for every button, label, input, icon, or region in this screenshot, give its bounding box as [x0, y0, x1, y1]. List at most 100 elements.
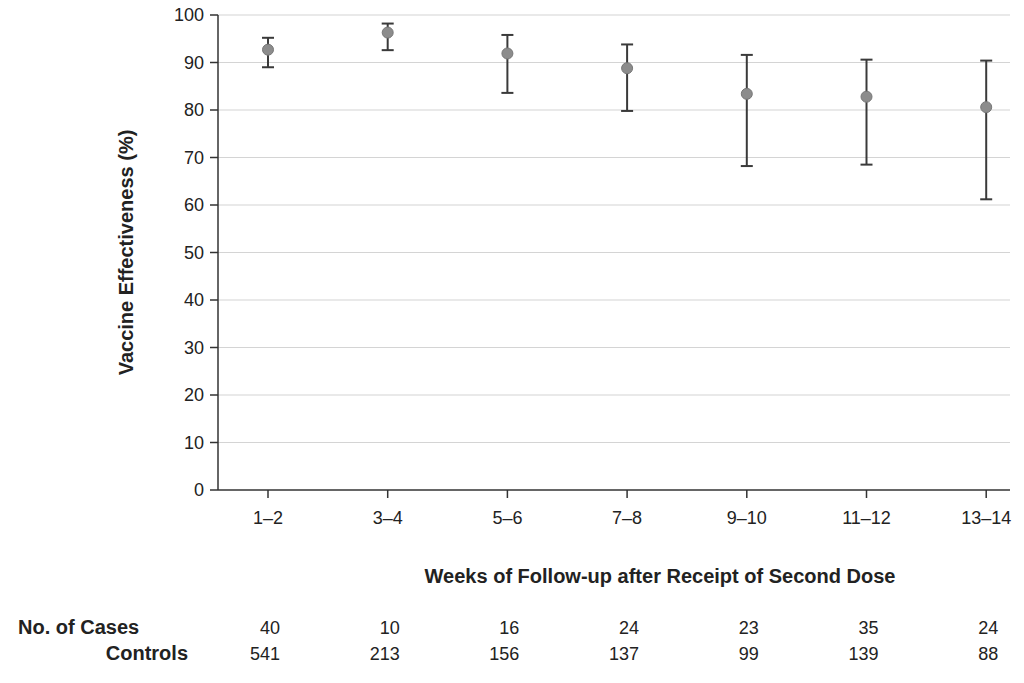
y-tick-label: 90	[184, 53, 204, 73]
error-cap-high	[262, 37, 274, 39]
error-cap-high	[621, 43, 633, 45]
grid-line	[218, 442, 1010, 443]
x-tick	[985, 490, 987, 498]
error-cap-low	[382, 49, 394, 51]
grid-line	[218, 394, 1010, 395]
error-cap-low	[980, 198, 992, 200]
error-bar	[382, 24, 394, 51]
x-tick	[267, 490, 269, 498]
error-bar	[741, 55, 753, 166]
x-tick-label: 3–4	[373, 508, 403, 528]
x-axis	[218, 489, 1010, 491]
row-value: 35	[858, 618, 878, 638]
x-tick	[626, 490, 628, 498]
grid-line	[218, 347, 1010, 348]
error-bar	[980, 61, 992, 200]
error-cap-low	[861, 164, 873, 166]
row-value: 88	[978, 644, 998, 664]
y-tick	[210, 109, 218, 111]
grid-line	[218, 157, 1010, 158]
error-line	[506, 35, 508, 93]
y-tick-label: 10	[184, 433, 204, 453]
y-tick	[210, 14, 218, 16]
x-tick	[387, 490, 389, 498]
row-value: 541	[250, 644, 280, 664]
y-tick	[210, 204, 218, 206]
row-value: 137	[609, 644, 639, 664]
chart: 0 10 20 30 40 50 60 70 80 90 100 1–2 3–4 5–6 7–8 9–10 11…	[0, 0, 1024, 683]
y-tick	[210, 489, 218, 491]
point	[622, 63, 633, 74]
point	[382, 27, 393, 38]
x-axis-label: Weeks of Follow-up after Receipt of Seco…	[425, 565, 896, 587]
row-value: 10	[380, 618, 400, 638]
error-line	[985, 61, 987, 200]
error-cap-high	[980, 60, 992, 62]
row-value: 213	[370, 644, 400, 664]
grid-line	[218, 62, 1010, 63]
grid-line	[218, 252, 1010, 253]
y-axis	[217, 15, 219, 490]
x-tick-label: 1–2	[253, 508, 283, 528]
row-value: 23	[739, 618, 759, 638]
y-tick-label: 40	[184, 290, 204, 310]
point	[981, 102, 992, 113]
row-value: 16	[499, 618, 519, 638]
error-bar	[861, 60, 873, 165]
x-tick-label: 5–6	[492, 508, 522, 528]
error-line	[866, 60, 868, 165]
y-tick-label: 30	[184, 338, 204, 358]
y-axis-label: Vaccine Effectiveness (%)	[115, 130, 137, 376]
error-line	[746, 55, 748, 166]
y-tick	[210, 442, 218, 444]
x-tick-label: 7–8	[612, 508, 642, 528]
grid-line	[218, 109, 1010, 110]
y-tick	[210, 157, 218, 159]
x-tick-label: 11–12	[842, 508, 891, 528]
y-tick-label: 80	[184, 100, 204, 120]
row-label: No. of Cases	[18, 616, 139, 638]
y-tick-label: 0	[194, 480, 204, 500]
error-cap-high	[501, 34, 513, 36]
y-tick-label: 50	[184, 243, 204, 263]
error-cap-high	[861, 59, 873, 61]
row-value: 99	[739, 644, 759, 664]
error-bar	[501, 35, 513, 93]
y-tick-label: 20	[184, 385, 204, 405]
row-value: 24	[978, 618, 998, 638]
error-cap-low	[621, 110, 633, 112]
y-tick-label: 100	[174, 5, 204, 25]
x-tick	[746, 490, 748, 498]
marks	[262, 24, 992, 200]
point	[263, 44, 274, 55]
row-value: 24	[619, 618, 639, 638]
row-value: 139	[848, 644, 878, 664]
row-label: Controls	[106, 642, 188, 664]
row-value: 156	[489, 644, 519, 664]
error-bar	[621, 44, 633, 111]
grid-line	[218, 14, 1010, 15]
error-cap-high	[382, 23, 394, 25]
x-tick	[507, 490, 509, 498]
error-line	[626, 44, 628, 111]
y-tick-label: 70	[184, 148, 204, 168]
error-cap-low	[501, 92, 513, 94]
point	[741, 88, 752, 99]
y-tick	[210, 62, 218, 64]
error-cap-low	[262, 66, 274, 68]
x-tick-label: 9–10	[727, 508, 767, 528]
y-tick	[210, 347, 218, 349]
x-tick-label: 13–14	[961, 508, 1011, 528]
row-value: 40	[260, 618, 280, 638]
point	[861, 91, 872, 102]
grid-line	[218, 299, 1010, 300]
grid-line	[218, 204, 1010, 205]
error-cap-low	[741, 165, 753, 167]
y-tick	[210, 299, 218, 301]
y-tick-label: 60	[184, 195, 204, 215]
error-bar	[262, 38, 274, 67]
y-tick	[210, 252, 218, 254]
point	[502, 48, 513, 59]
x-tick	[866, 490, 868, 498]
y-tick	[210, 394, 218, 396]
